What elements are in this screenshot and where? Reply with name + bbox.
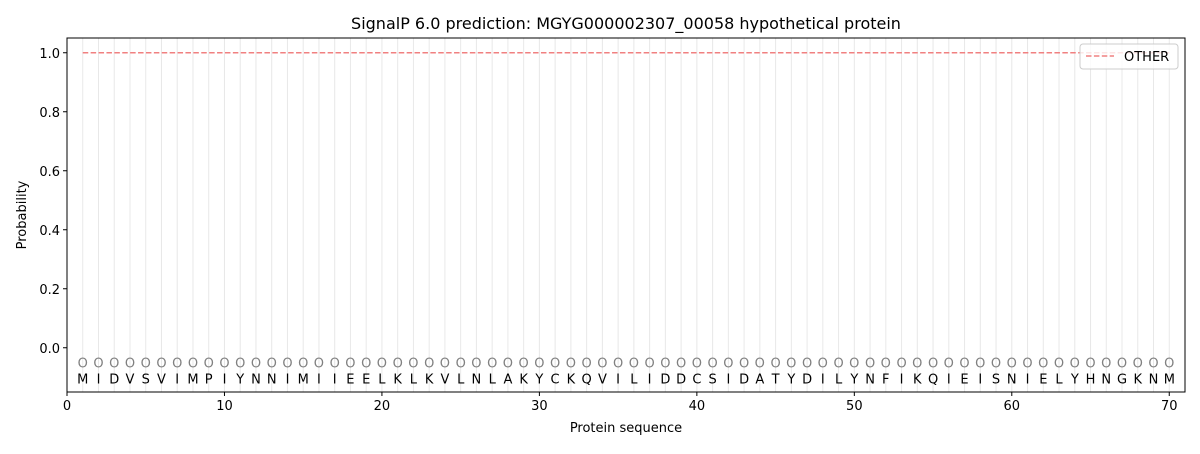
y-tick-label: 0.0	[39, 342, 60, 357]
x-tick-label: 70	[1161, 399, 1178, 414]
x-axis-label: Protein sequence	[570, 421, 682, 436]
x-tick-label: 40	[689, 399, 706, 414]
chart-title: SignalP 6.0 prediction: MGYG000002307_00…	[351, 14, 901, 34]
y-axis: 0.0 0.2 0.4 0.6 0.8 1.0	[39, 47, 67, 357]
marks: OOOOOOOOOOOOOOOOOOOOOOOOOOOOOOOOOOOOOOOO…	[77, 52, 1175, 388]
x-axis: 0 10 20 30 40 50 60 70	[63, 392, 1178, 414]
x-tick-label: 50	[846, 399, 863, 414]
x-tick-label: 30	[531, 399, 548, 414]
y-axis-label: Probability	[15, 180, 30, 249]
y-tick-label: 0.6	[39, 165, 60, 180]
y-tick-label: 1.0	[39, 47, 60, 62]
x-tick-label: 60	[1004, 399, 1021, 414]
plot-frame	[66, 37, 1186, 393]
legend-label-other: OTHER	[1124, 50, 1169, 65]
legend: OTHER	[1079, 43, 1179, 70]
x-tick-label: 10	[216, 399, 233, 414]
y-tick-label: 0.4	[39, 224, 60, 239]
y-tick-label: 0.2	[39, 283, 60, 298]
x-tick-label: 0	[63, 399, 71, 414]
sequence-residues: MIDVSVIMPIYNNIMIIEELKLKVLNLAKYCKQVILIDDC…	[77, 373, 1175, 388]
y-tick-label: 0.8	[39, 106, 60, 121]
x-tick-label: 20	[374, 399, 391, 414]
predicted-labels: OOOOOOOOOOOOOOOOOOOOOOOOOOOOOOOOOOOOOOOO…	[78, 357, 1175, 372]
legend-box	[1079, 43, 1179, 70]
grid-lines	[82, 38, 1170, 392]
